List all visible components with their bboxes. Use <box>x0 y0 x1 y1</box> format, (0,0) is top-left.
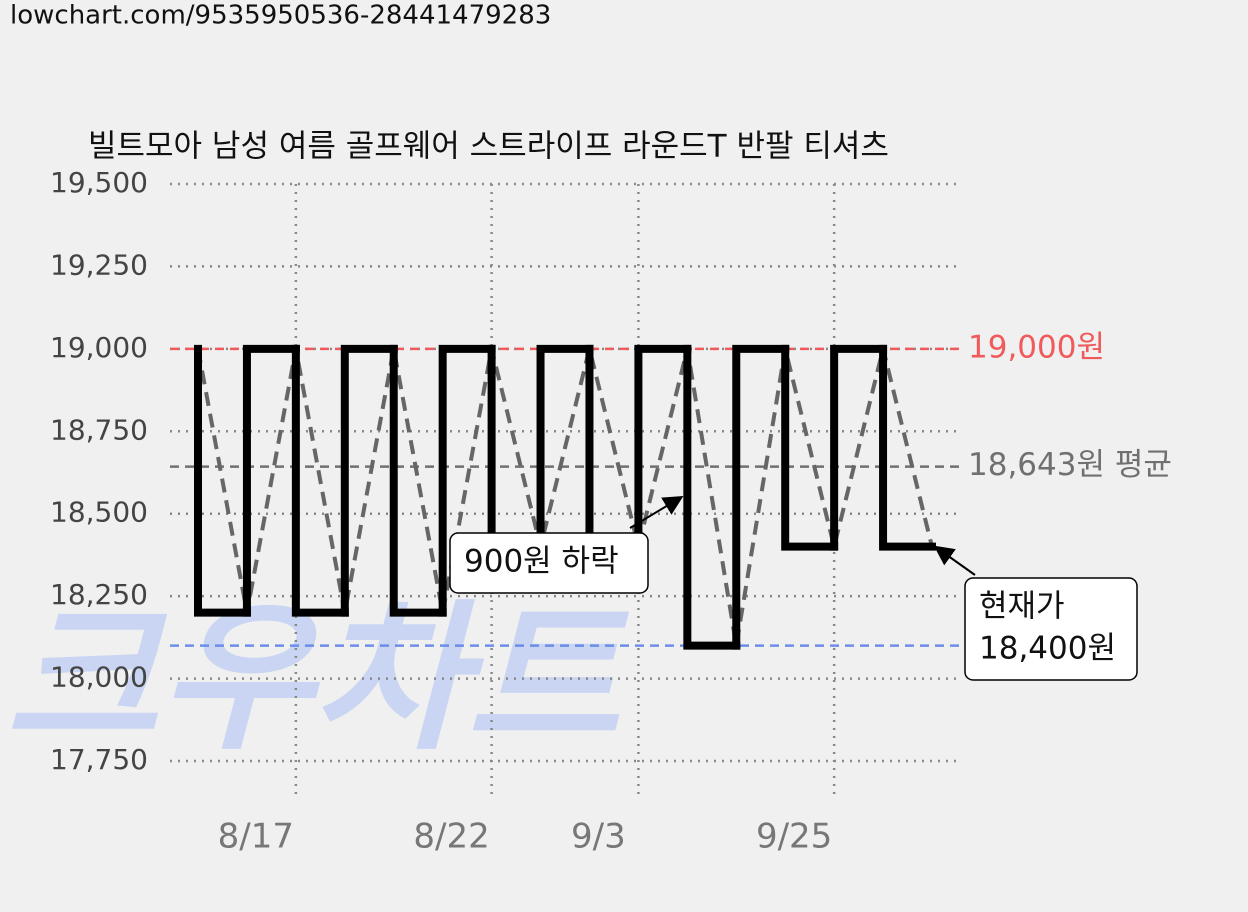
x-tick-label: 9/25 <box>756 817 832 857</box>
price-step <box>291 344 349 617</box>
annotation-text: 현재가 <box>979 589 1065 625</box>
y-tick-label: 19,500 <box>50 166 148 199</box>
chart-title: 빌트모아 남성 여름 골프웨어 스트라이프 라운드T 반팔 티셔츠 <box>88 129 889 165</box>
y-tick-label: 18,750 <box>50 413 148 446</box>
price-step <box>340 344 398 617</box>
price-step <box>389 344 447 617</box>
y-tick-label: 19,250 <box>50 248 148 281</box>
price-step <box>242 344 300 617</box>
price-step <box>683 344 741 650</box>
price-step <box>830 344 888 551</box>
reference-label: 18,643원 평균 <box>968 447 1172 483</box>
annotation-text: 900원 하락 <box>464 544 619 580</box>
price-step <box>879 344 936 551</box>
y-tick-label: 18,500 <box>50 496 148 529</box>
y-tick-label: 18,000 <box>50 661 148 694</box>
annotation-text: 18,400원 <box>979 631 1116 667</box>
y-tick-label: 17,750 <box>50 743 148 776</box>
price-step <box>194 344 251 617</box>
y-tick-label: 18,250 <box>50 578 148 611</box>
x-tick-label: 8/22 <box>413 817 489 857</box>
reference-label: 19,000원 <box>968 329 1105 365</box>
price-step <box>438 344 496 617</box>
annotation-arrow <box>933 545 976 576</box>
trend-line <box>196 348 934 646</box>
price-step <box>732 344 790 650</box>
annotation-arrow <box>629 495 684 529</box>
price-step <box>634 344 692 551</box>
annotation-box <box>449 532 649 594</box>
price-step <box>536 344 594 551</box>
y-tick-label: 19,000 <box>50 331 148 364</box>
annotation-box <box>964 577 1138 681</box>
price-step <box>781 344 839 551</box>
url: lowchart.com/9535950536-28441479283 <box>10 1 551 31</box>
x-tick-label: 8/17 <box>218 817 294 857</box>
x-tick-label: 9/3 <box>571 817 626 857</box>
